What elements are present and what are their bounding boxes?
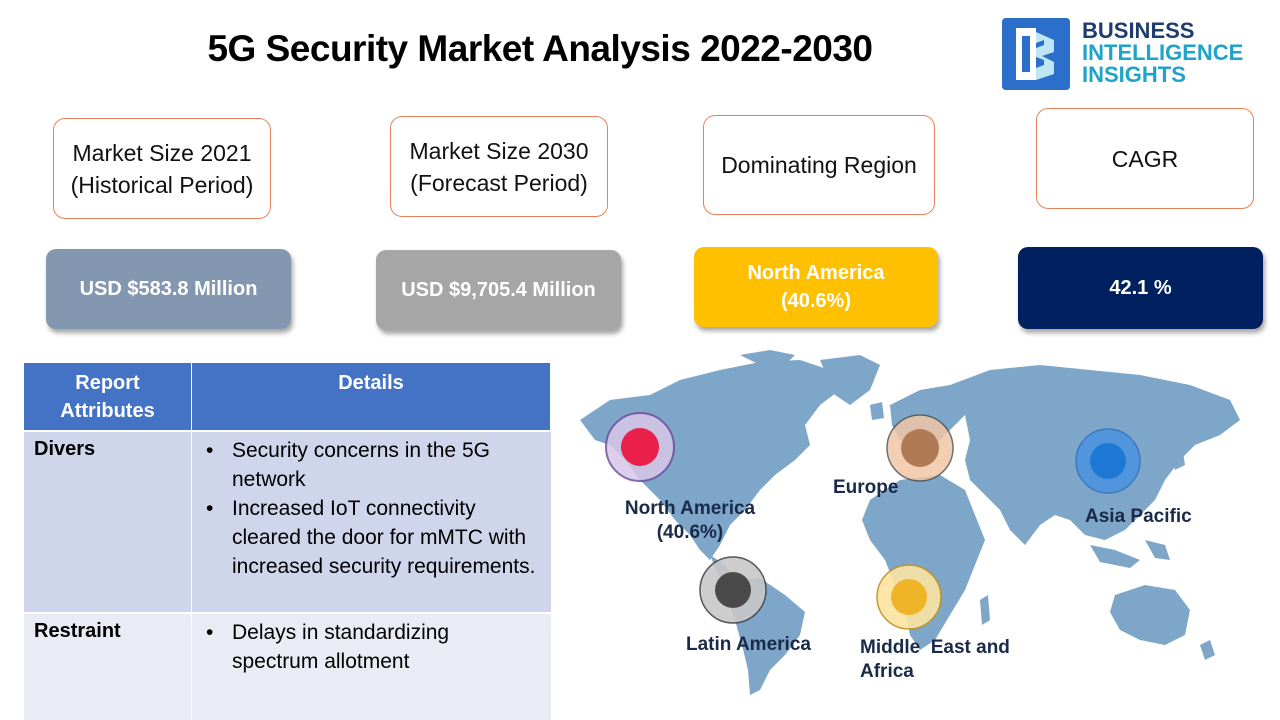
label-line: Market Size 2021 (72, 139, 252, 166)
row-details: Security concerns in the 5G network Incr… (192, 432, 551, 612)
header-text: Report Attributes (60, 372, 155, 422)
marker-north-america (605, 412, 675, 482)
region-share: (40.6%) (656, 522, 724, 543)
world-map: North America (40.6%) Europe Asia Pacifi… (570, 350, 1270, 695)
logo-line-2: INTELLIGENCE (1082, 40, 1244, 65)
logo-mark-icon (1002, 18, 1070, 90)
value-dominating-region: North America (40.6%) (694, 247, 938, 327)
table-header-details: Details (192, 363, 551, 430)
table-row: Restraint Delays in standardizing spectr… (24, 612, 551, 720)
page-title: 5G Security Market Analysis 2022-2030 (207, 28, 873, 69)
label-line: (Forecast Period) (410, 169, 588, 196)
world-map-graphic (580, 350, 1240, 695)
label-cagr: CAGR (1036, 108, 1254, 209)
detail-item: Increased IoT connectivity cleared the d… (206, 494, 541, 581)
region-label-middle-east-africa: Middle East and Africa (860, 636, 1010, 684)
value-market-size-2021: USD $583.8 Million (46, 249, 291, 329)
logo-line-3: INSIGHTS (1082, 62, 1186, 87)
region-label-north-america: North America (40.6%) (618, 497, 762, 545)
company-logo: BUSINESS INTELLIGENCE INSIGHTS (1002, 18, 1272, 90)
table-header-attributes: Report Attributes (24, 363, 192, 430)
logo-line-1: BUSINESS (1082, 18, 1195, 43)
value-line: (40.6%) (780, 290, 851, 312)
region-name: Middle East and (860, 637, 1010, 658)
report-attributes-table: Report Attributes Details Divers Securit… (24, 363, 551, 720)
label-dominating-region: Dominating Region (703, 115, 935, 215)
label-line: (Historical Period) (70, 171, 254, 198)
label-line: CAGR (1111, 145, 1179, 172)
marker-middle-east-africa (876, 564, 942, 630)
row-attribute: Restraint (24, 614, 192, 720)
marker-asia-pacific (1075, 428, 1141, 494)
label-line: Dominating Region (721, 152, 917, 178)
label-line: Market Size 2030 (409, 137, 589, 164)
marker-europe (886, 414, 954, 482)
row-details: Delays in standardizing spectrum allotme… (192, 614, 551, 720)
detail-item: Security concerns in the 5G network (206, 436, 541, 494)
detail-item: Delays in standardizing spectrum allotme… (206, 618, 541, 676)
table-row: Divers Security concerns in the 5G netwo… (24, 430, 551, 612)
region-name: North America (624, 498, 756, 519)
label-market-size-2030: Market Size 2030 (Forecast Period) (390, 116, 608, 217)
region-label-europe: Europe (833, 477, 899, 498)
value-market-size-2030: USD $9,705.4 Million (376, 250, 621, 330)
marker-latin-america (699, 556, 767, 624)
region-name: Africa (860, 661, 914, 682)
row-attribute: Divers (24, 432, 192, 612)
region-label-latin-america: Latin America (686, 634, 811, 655)
region-label-asia-pacific: Asia Pacific (1085, 506, 1192, 527)
label-market-size-2021: Market Size 2021 (Historical Period) (53, 118, 271, 219)
value-line: North America (747, 262, 885, 284)
value-cagr: 42.1 % (1018, 247, 1263, 329)
